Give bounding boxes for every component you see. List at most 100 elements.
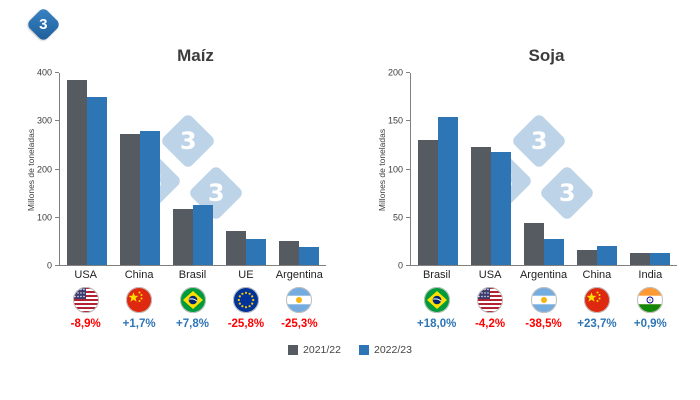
- flag-cell-ue: [219, 287, 272, 313]
- percent-change-label: -38,5%: [525, 318, 562, 330]
- y-tick-label: 400: [36, 67, 52, 78]
- category-row: Brasil USA Argentina China India: [410, 269, 677, 281]
- india-flag-icon: [637, 287, 664, 313]
- logo-text: 3: [39, 16, 48, 33]
- flag-cell-argentina: [517, 287, 570, 313]
- watermark-3: 3: [530, 126, 548, 155]
- bar-2021-22: [630, 253, 651, 265]
- flag-cell-argentina: [273, 287, 326, 313]
- legend-item: 2021/22: [288, 344, 341, 356]
- watermark-diamond-icon: 3: [538, 164, 596, 221]
- y-tick-mark: [406, 168, 410, 170]
- flag-cell-brasil: [166, 287, 219, 313]
- percent-change-label: -4,2%: [475, 318, 506, 330]
- bar-2021-22: [173, 209, 193, 265]
- percent-change-label: +1,7%: [122, 318, 156, 330]
- y-tick-mark: [55, 216, 59, 218]
- category-label: Argentina: [275, 269, 323, 281]
- y-tick-mark: [55, 120, 59, 122]
- bar-group-usa: [60, 80, 113, 265]
- category-label: Brasil: [422, 269, 451, 281]
- flag-row: [59, 287, 326, 313]
- chart-title: Soja: [528, 46, 565, 65]
- bar-2021-22: [417, 139, 438, 265]
- flag-cell-brasil: [410, 287, 463, 313]
- y-tick-label: 0: [46, 260, 52, 271]
- y-tick-mark: [55, 265, 59, 266]
- y-tick-mark: [406, 265, 410, 266]
- bar-group-brasil: [411, 117, 464, 265]
- category-label: UE: [238, 269, 254, 281]
- bar-2022-23: [193, 204, 213, 265]
- brasil-flag-icon: [423, 287, 450, 313]
- bar-2022-23: [86, 96, 107, 265]
- bar-2022-23: [597, 245, 618, 265]
- bar-2022-23: [544, 238, 564, 265]
- percent-change-label: +18,0%: [417, 318, 457, 330]
- watermark-3: 3: [558, 178, 576, 207]
- percent-row: -8,9% +1,7% +7,8% -25,8% -25,3%: [59, 318, 326, 330]
- flag-cell-india: [624, 287, 677, 313]
- legend-item: 2022/23: [359, 344, 412, 356]
- legend-swatch: [288, 345, 299, 355]
- y-tick-mark: [406, 216, 410, 218]
- legend-swatch: [359, 345, 369, 355]
- usa-flag-icon: [477, 287, 504, 313]
- brasil-flag-icon: [179, 287, 206, 313]
- legend: 2021/22 2022/23: [0, 344, 700, 356]
- percent-change-label: -25,8%: [227, 318, 265, 330]
- bar-group-india: [624, 253, 677, 265]
- chart-soja: Soja Millones de toneladas 0 50 100 150 200 333…: [368, 46, 683, 330]
- bar-2021-22: [119, 133, 140, 265]
- y-tick-label: 300: [36, 115, 52, 126]
- y-tick-mark: [55, 168, 59, 170]
- category-label: China: [124, 269, 154, 281]
- bar-2022-23: [437, 117, 458, 265]
- category-label: Brasil: [178, 269, 207, 281]
- flag-cell-china: [570, 287, 623, 313]
- watermark-3: 3: [179, 126, 197, 155]
- y-axis-label: Millones de toneladas: [377, 128, 387, 211]
- bar-2021-22: [577, 249, 598, 265]
- plot-area: 333: [410, 73, 677, 266]
- category-label: USA: [74, 269, 98, 281]
- watermark-diamond-icon: 3: [159, 112, 217, 169]
- bar-group-china: [571, 245, 624, 265]
- y-tick-label: 100: [387, 164, 403, 174]
- usa-flag-icon: [72, 287, 99, 313]
- percent-change-label: -25,3%: [281, 318, 318, 330]
- bar-2021-22: [66, 80, 87, 265]
- category-label: India: [638, 269, 663, 281]
- china-flag-icon: [583, 287, 610, 313]
- bar-2022-23: [650, 253, 671, 265]
- bar-group-brasil: [166, 204, 219, 265]
- y-tick-mark: [406, 120, 410, 122]
- ue-flag-icon: [232, 287, 259, 313]
- y-axis-label: Millones de toneladas: [26, 128, 36, 211]
- watermark-3: 3: [207, 178, 225, 207]
- argentina-flag-icon: [530, 287, 557, 313]
- china-flag-icon: [126, 287, 153, 313]
- watermark-diamond-icon: 3: [510, 112, 568, 169]
- flag-cell-usa: [463, 287, 516, 313]
- percent-change-label: +23,7%: [577, 318, 617, 330]
- plot-area-wrap: Millones de toneladas 0 50 100 150 200 333: [377, 68, 677, 270]
- category-label: Argentina: [519, 269, 568, 281]
- bar-2021-22: [226, 230, 247, 265]
- y-tick-label: 100: [36, 212, 52, 223]
- percent-change-label: -8,9%: [70, 318, 101, 330]
- chart-maiz: Maíz Millones de toneladas 0 100 200 300 400 3 3…: [17, 46, 332, 330]
- bar-2021-22: [470, 147, 491, 265]
- bar-group-argentina: [273, 241, 326, 265]
- bar-group-ue: [220, 230, 273, 265]
- bar-2022-23: [299, 247, 320, 265]
- bar-2022-23: [139, 131, 160, 265]
- y-tick-mark: [406, 72, 410, 73]
- argentina-flag-icon: [286, 287, 313, 313]
- logo-diamond-icon: 3: [25, 6, 62, 43]
- bar-group-argentina: [517, 222, 570, 265]
- y-tick-mark: [55, 72, 59, 73]
- bar-2022-23: [246, 239, 267, 265]
- chart-title: Maíz: [177, 46, 214, 65]
